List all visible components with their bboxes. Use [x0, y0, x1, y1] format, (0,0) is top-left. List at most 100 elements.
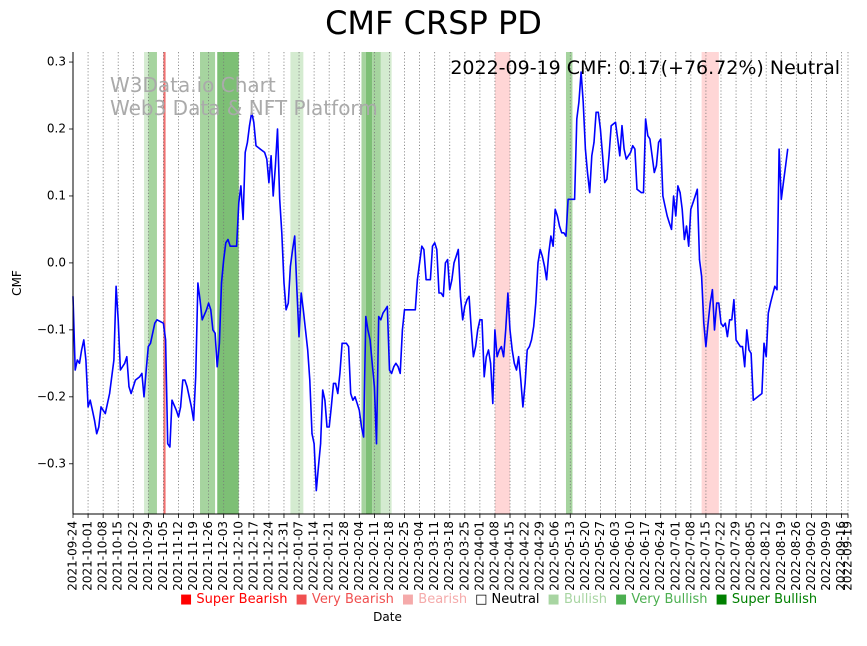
data-point [477, 329, 479, 331]
data-point [580, 71, 582, 73]
data-point [113, 359, 115, 361]
y-tick-label: 0.2 [47, 122, 66, 136]
data-point [666, 215, 668, 217]
data-point [326, 426, 328, 428]
data-point [369, 339, 371, 341]
data-point [434, 242, 436, 244]
data-point [660, 138, 662, 140]
data-point [741, 346, 744, 348]
data-point [184, 379, 186, 381]
x-tick-label: 2021-11-19 [186, 521, 200, 591]
data-point [408, 309, 410, 311]
data-point [220, 282, 223, 284]
data-point [81, 349, 83, 351]
data-point [481, 319, 483, 321]
chart-title: CMF CRSP PD [325, 4, 542, 42]
data-point [143, 396, 145, 398]
data-point [328, 426, 330, 428]
data-point [253, 121, 255, 123]
data-point [655, 165, 658, 167]
x-tick-label: 2021-10-15 [111, 521, 125, 591]
data-point [175, 409, 177, 411]
data-point [341, 342, 343, 344]
watermark-line: Web3 Data & NFT Platform [110, 96, 378, 120]
data-point [83, 339, 85, 341]
data-point [683, 238, 685, 241]
data-point [296, 289, 298, 291]
data-point [244, 151, 246, 154]
data-point [190, 406, 193, 408]
data-point [147, 346, 149, 348]
regime-band-10 [494, 52, 511, 514]
data-point [354, 396, 356, 398]
data-point [621, 125, 623, 127]
data-point [459, 295, 462, 297]
data-point [335, 382, 337, 385]
data-point [470, 329, 472, 331]
y-axis-label: CMF [10, 270, 24, 296]
data-point [216, 366, 218, 368]
data-point [117, 319, 119, 321]
data-point [601, 155, 604, 157]
x-tick-label: 2021-12-17 [246, 521, 260, 591]
data-point [214, 332, 216, 334]
data-point [378, 315, 380, 318]
x-tick-label: 2022-06-24 [653, 521, 667, 591]
data-point [453, 262, 455, 264]
data-point [707, 322, 709, 324]
data-point [492, 402, 494, 405]
data-point [418, 262, 421, 264]
data-point [636, 188, 638, 190]
x-tick-label: 2022-01-21 [322, 521, 336, 591]
x-tick-label: 2022-04-15 [503, 521, 517, 591]
data-point [371, 362, 373, 364]
data-point [502, 356, 505, 358]
data-point [688, 245, 690, 247]
data-point [604, 181, 606, 184]
y-tick-label: −0.3 [37, 456, 66, 470]
data-point [642, 192, 645, 194]
data-point [750, 352, 752, 354]
data-point [210, 309, 212, 311]
data-point [561, 232, 563, 234]
data-point [91, 409, 93, 411]
legend-item: ■ Bearish [402, 592, 467, 607]
data-point [380, 319, 382, 321]
x-tick-label: 2022-06-03 [608, 521, 622, 591]
data-point [629, 151, 632, 154]
data-point [313, 443, 315, 445]
y-tick-label: 0.1 [47, 188, 66, 202]
data-point [533, 325, 535, 328]
legend-swatch-icon: ■ [614, 592, 628, 607]
data-point [556, 215, 558, 217]
x-tick-label: 2022-09-02 [804, 521, 818, 591]
data-point [218, 342, 220, 344]
x-tick-label: 2022-04-22 [518, 521, 532, 591]
data-point [632, 145, 634, 147]
data-point [197, 282, 199, 284]
data-point [162, 322, 165, 324]
data-point [85, 359, 87, 361]
data-point [485, 356, 487, 358]
x-tick-label: 2022-05-13 [563, 521, 577, 591]
x-tick-label: 2022-03-04 [412, 521, 426, 591]
y-tick-label: −0.1 [37, 322, 66, 336]
legend-swatch-icon: ■ [547, 592, 560, 607]
data-point [546, 279, 548, 281]
data-point [746, 329, 748, 331]
legend-label: Bearish [414, 592, 468, 607]
legend-label: Neutral [487, 592, 540, 607]
data-point [567, 198, 569, 200]
data-point [104, 412, 106, 415]
data-point [694, 195, 696, 197]
data-point [586, 171, 589, 174]
data-point [289, 265, 292, 267]
data-point [511, 349, 513, 351]
data-point [509, 329, 511, 331]
data-point [649, 138, 651, 140]
x-tick-label: 2021-11-05 [156, 521, 170, 591]
data-point [608, 155, 610, 157]
data-point [776, 289, 778, 291]
data-point [259, 148, 261, 150]
data-point [442, 295, 444, 297]
